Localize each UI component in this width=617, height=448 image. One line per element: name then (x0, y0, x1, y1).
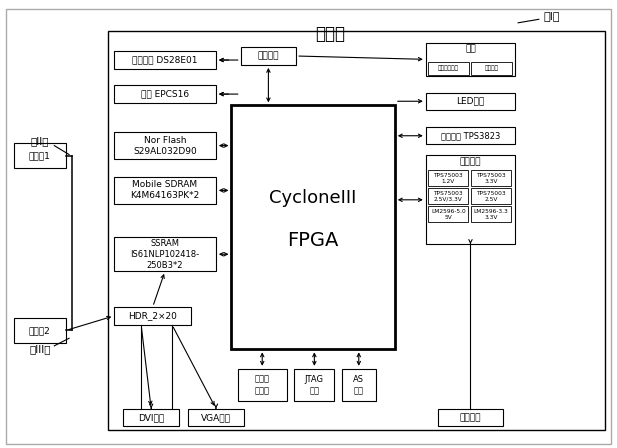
Text: LED指示: LED指示 (457, 97, 484, 106)
Text: CycloneIII: CycloneIII (270, 189, 357, 207)
Text: （II）: （II） (31, 136, 49, 146)
Text: LM2596-3.3
3.3V: LM2596-3.3 3.3V (473, 209, 508, 220)
Text: SSRAM
IS61NLP102418-
250B3*2: SSRAM IS61NLP102418- 250B3*2 (130, 239, 200, 270)
Text: 开发板: 开发板 (315, 25, 345, 43)
Text: 串口扩展: 串口扩展 (258, 52, 279, 60)
Bar (14, 143, 66, 168)
Bar (438, 409, 503, 426)
Bar (123, 409, 179, 426)
Bar (428, 188, 468, 204)
Text: 摄像夶2: 摄像夶2 (29, 326, 51, 335)
Text: TPS75003
3.3V: TPS75003 3.3V (476, 173, 506, 184)
Text: 摄像夶1: 摄像夶1 (29, 151, 51, 160)
Text: 视频解
码芯片: 视频解 码芯片 (255, 375, 270, 395)
Bar (426, 127, 515, 144)
Text: 拨码开关输入: 拨码开关输入 (437, 66, 459, 71)
Bar (428, 206, 468, 222)
Bar (426, 93, 515, 110)
Text: HDR_2×20: HDR_2×20 (128, 311, 177, 320)
Bar (294, 369, 334, 401)
Bar (342, 369, 376, 401)
Text: VGA接口: VGA接口 (201, 413, 231, 422)
Text: TPS75003
1.2V: TPS75003 1.2V (433, 173, 463, 184)
Bar (426, 155, 515, 244)
Text: 配置 EPCS16: 配置 EPCS16 (141, 90, 189, 99)
Text: Mobile SDRAM
K4M64163PK*2: Mobile SDRAM K4M64163PK*2 (130, 181, 200, 200)
Text: 电源接口: 电源接口 (460, 413, 481, 422)
Bar (238, 369, 287, 401)
Text: 输入: 输入 (465, 45, 476, 54)
Text: （III）: （III） (30, 345, 51, 354)
Bar (231, 105, 395, 349)
Bar (428, 62, 469, 75)
Text: LM2596-5.0
5V: LM2596-5.0 5V (431, 209, 466, 220)
Text: JTAG
接口: JTAG 接口 (305, 375, 324, 395)
Text: （I）: （I） (544, 11, 560, 21)
Bar (471, 170, 511, 186)
Bar (241, 47, 296, 65)
Text: 按键输入: 按键输入 (484, 66, 499, 71)
Text: 电源管理: 电源管理 (460, 158, 481, 167)
Bar (114, 51, 216, 69)
Bar (188, 409, 244, 426)
Bar (114, 177, 216, 204)
Bar (428, 170, 468, 186)
Text: AS
接口: AS 接口 (354, 375, 364, 395)
Bar (114, 132, 216, 159)
Text: 复位管理 TPS3823: 复位管理 TPS3823 (441, 131, 500, 140)
Text: TPS75003
2.5V: TPS75003 2.5V (476, 191, 506, 202)
Bar (108, 31, 605, 430)
Text: 密码保护 DS28E01: 密码保护 DS28E01 (132, 56, 198, 65)
Bar (14, 318, 66, 343)
Text: FPGA: FPGA (288, 231, 339, 250)
Text: DVI接口: DVI接口 (138, 413, 164, 422)
Bar (114, 237, 216, 271)
Bar (426, 43, 515, 76)
Bar (471, 188, 511, 204)
Bar (114, 85, 216, 103)
Text: TPS75003
2.5V/3.3V: TPS75003 2.5V/3.3V (433, 191, 463, 202)
Bar (471, 62, 512, 75)
Bar (471, 206, 511, 222)
Bar (114, 307, 191, 325)
Text: Nor Flash
S29AL032D90: Nor Flash S29AL032D90 (133, 136, 197, 155)
